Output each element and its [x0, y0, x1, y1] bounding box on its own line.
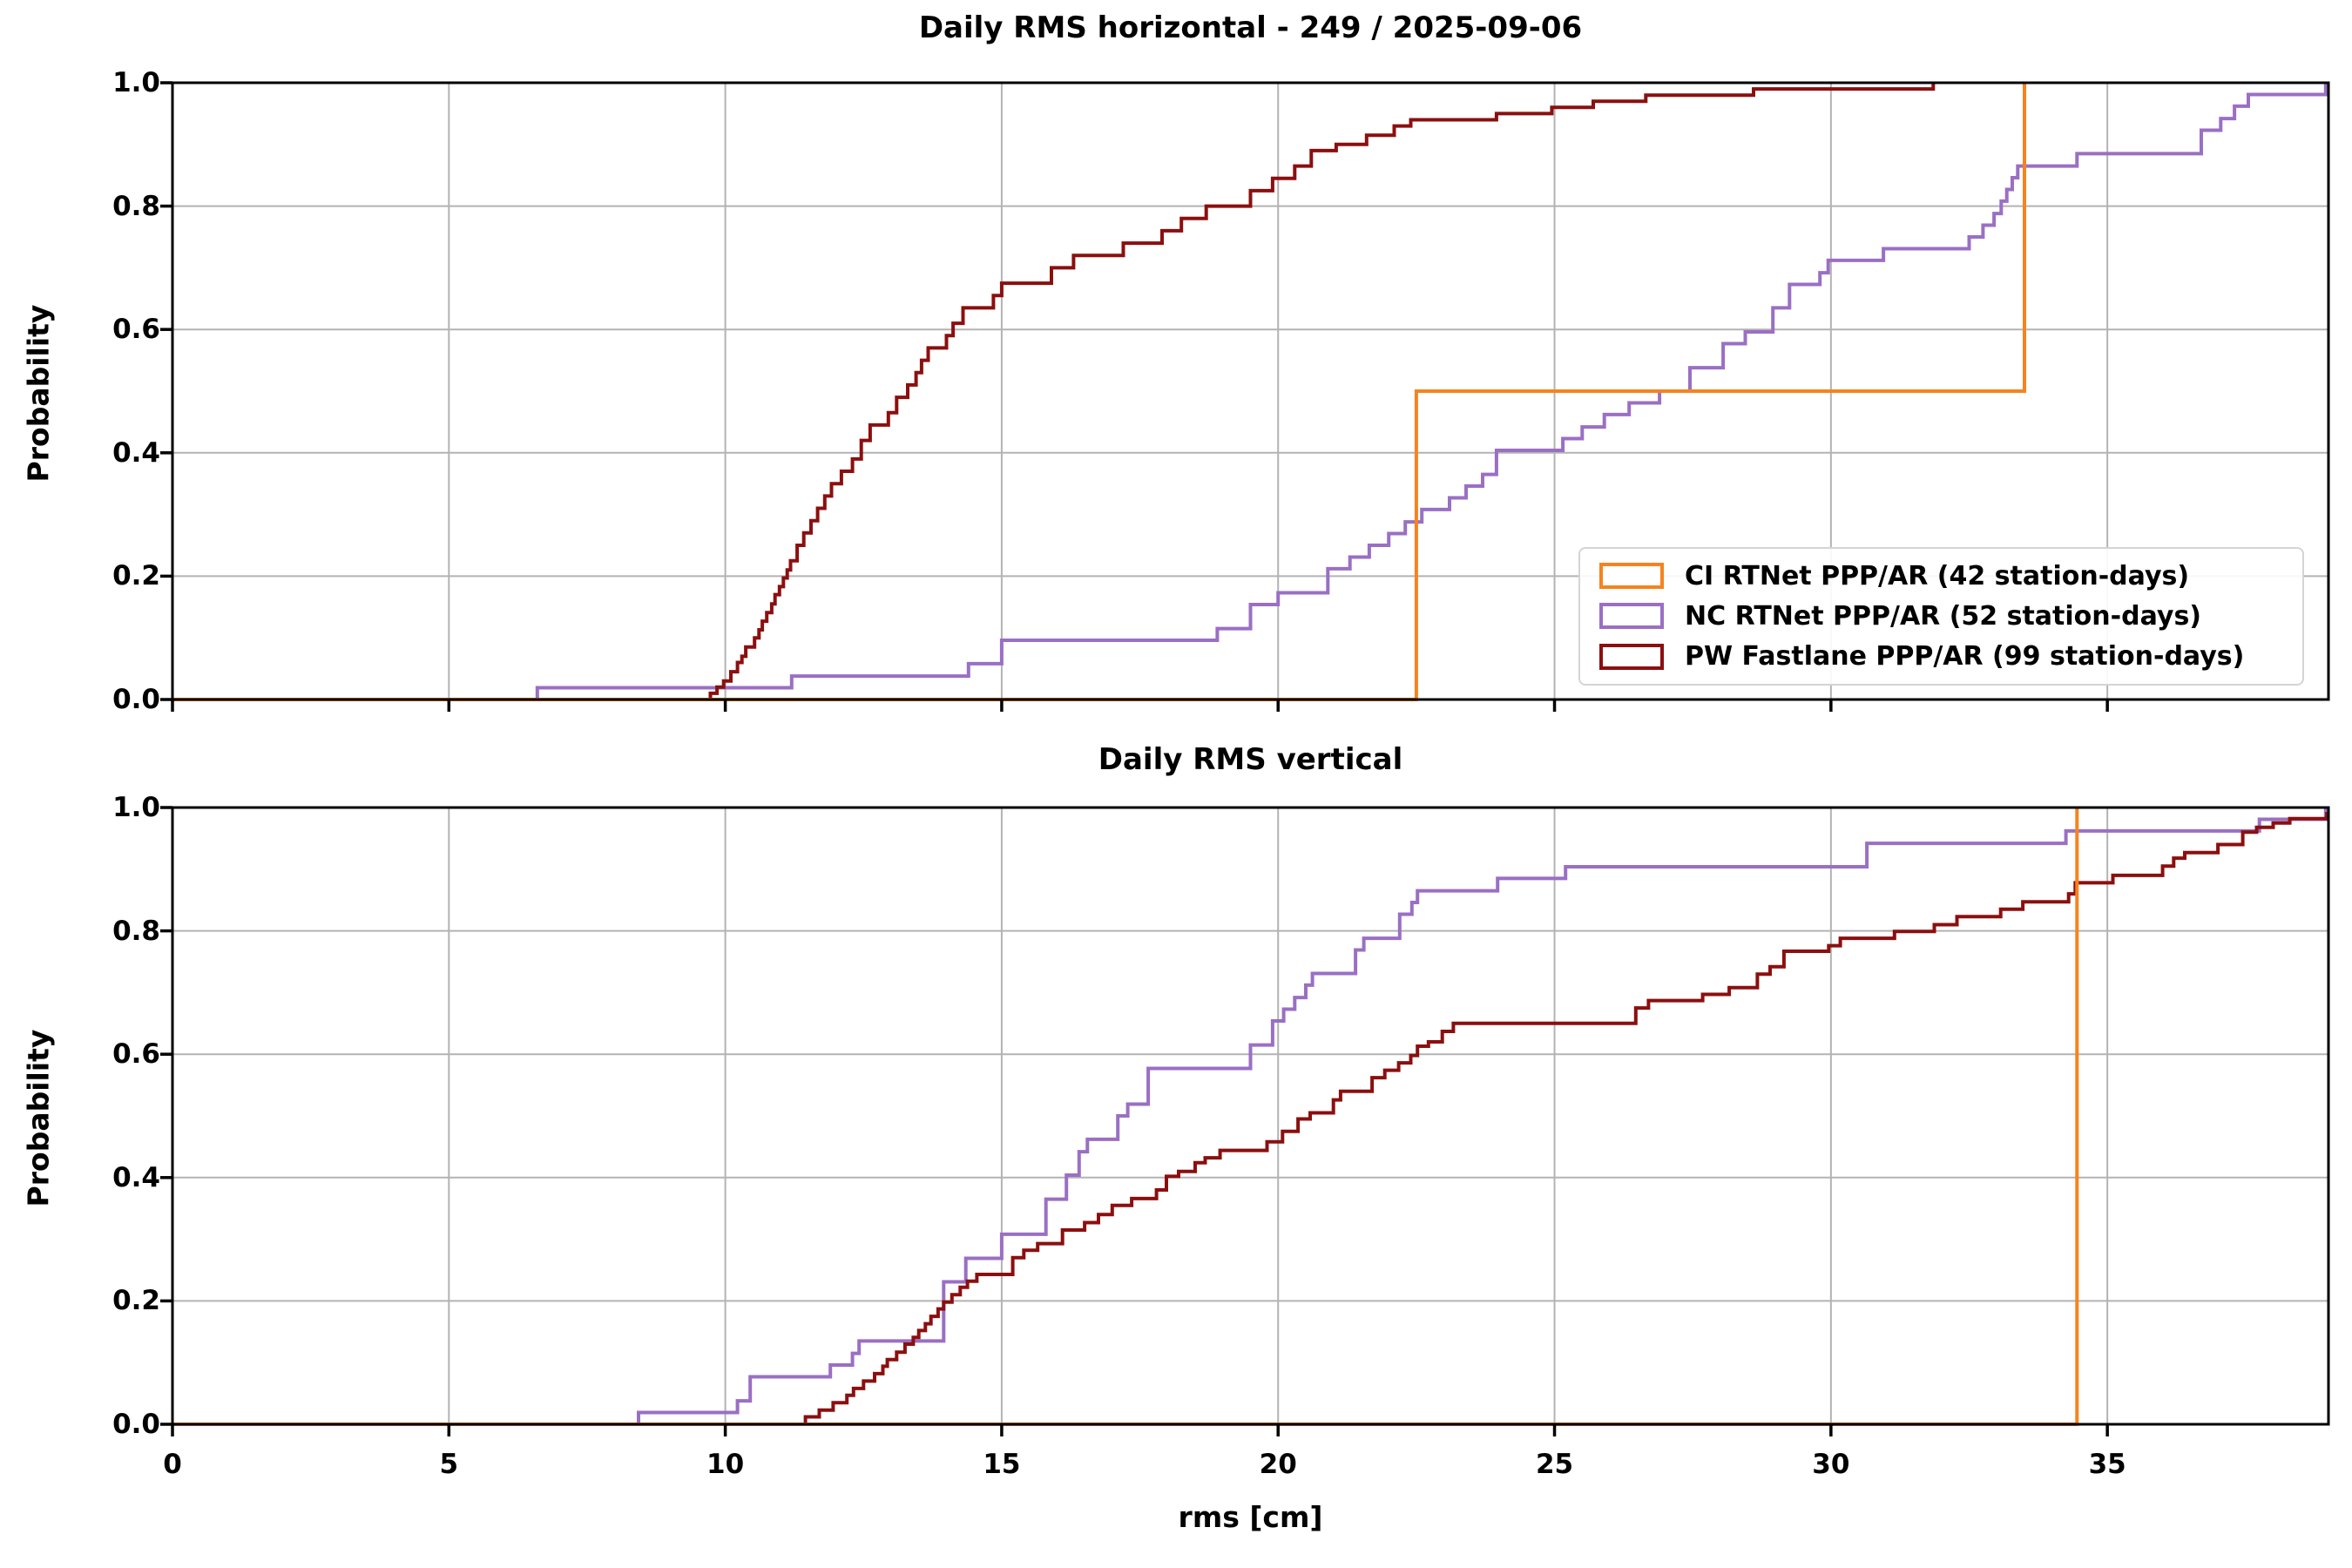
y-tick-label: 0.6: [112, 314, 160, 346]
cdf-curve: [172, 83, 2328, 701]
y-tick-label: 0.2: [112, 560, 160, 592]
x-tick-label: 15: [983, 1449, 1021, 1480]
x-tick-label: 30: [1812, 1449, 1850, 1480]
y-tick-label: 1.0: [112, 67, 160, 98]
legend-entry: PW Fastlane PPP/AR (99 station-days): [1599, 641, 2302, 672]
y-tick-label: 0.0: [112, 1409, 160, 1440]
y-tick-label: 0.8: [112, 190, 160, 222]
x-tick-label: 25: [1535, 1449, 1574, 1480]
bottom-plot-area: [160, 806, 2330, 1436]
legend-swatch-icon: [1599, 603, 1664, 630]
x-tick-label: 0: [163, 1449, 182, 1480]
x-tick-label: 20: [1259, 1449, 1297, 1480]
legend-swatch-icon: [1599, 643, 1664, 670]
x-tick-label: 35: [2088, 1449, 2126, 1480]
x-tick-label: 5: [439, 1449, 459, 1480]
y-tick-label: 0.2: [112, 1285, 160, 1317]
legend-label: PW Fastlane PPP/AR (99 station-days): [1685, 641, 2245, 672]
y-tick-label: 0.4: [112, 436, 160, 469]
top-plot-title: Daily RMS horizontal - 249 / 2025-09-06: [918, 10, 1583, 45]
y-tick-label: 0.8: [112, 915, 160, 947]
x-axis-label: rms [cm]: [1178, 1500, 1323, 1534]
y-tick-label: 0.4: [112, 1161, 160, 1193]
top-y-axis-label: Probability: [21, 304, 56, 483]
cdf-curve: [172, 808, 2328, 1426]
plot-canvas-1: [160, 806, 2330, 1436]
legend-entry: NC RTNet PPP/AR (52 station-days): [1599, 601, 2302, 632]
top-plot-area: [160, 81, 2330, 712]
y-tick-label: 0.0: [112, 684, 160, 715]
legend-label: CI RTNet PPP/AR (42 station-days): [1685, 560, 2190, 591]
legend-label: NC RTNet PPP/AR (52 station-days): [1685, 600, 2202, 632]
bottom-y-axis-label: Probability: [21, 1029, 56, 1207]
cdf-curve: [172, 83, 1936, 701]
plot-canvas-0: [160, 81, 2330, 712]
legend-entry: CI RTNet PPP/AR (42 station-days): [1599, 561, 2302, 591]
bottom-plot-title: Daily RMS vertical: [1098, 742, 1403, 777]
cdf-curve: [172, 812, 2329, 1426]
y-tick-label: 0.6: [112, 1038, 160, 1071]
legend-swatch-icon: [1599, 563, 1664, 590]
legend: CI RTNet PPP/AR (42 station-days) NC RTNe…: [1578, 547, 2304, 686]
x-tick-label: 10: [706, 1449, 745, 1480]
y-tick-label: 1.0: [112, 792, 160, 823]
